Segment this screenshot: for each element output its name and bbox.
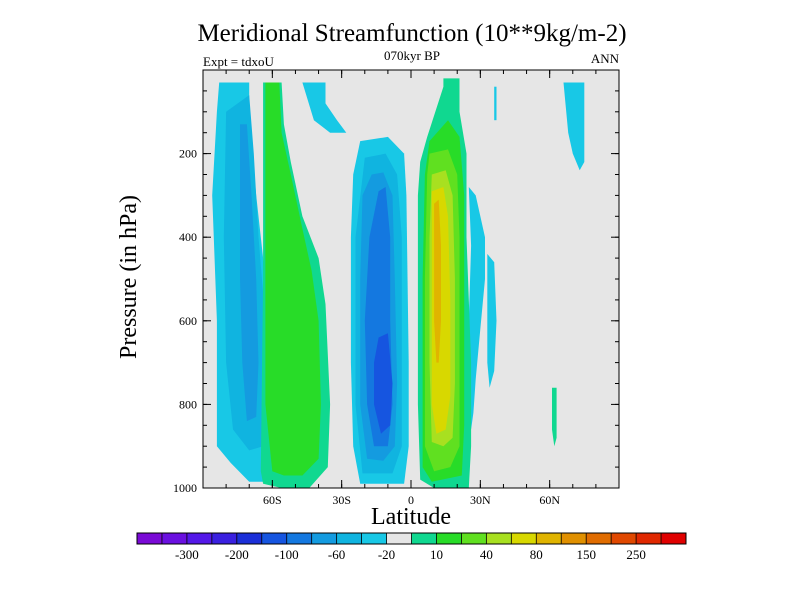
colorbar-label: 40: [480, 547, 493, 562]
colorbar-swatch: [286, 533, 312, 544]
contour-region-8: [374, 333, 393, 434]
y-tick-label: 200: [179, 147, 197, 161]
colorbar-label: 250: [626, 547, 646, 562]
colorbar-swatch: [561, 533, 587, 544]
y-tick-label: 400: [179, 230, 197, 244]
colorbar-label: 80: [530, 547, 543, 562]
colorbar-swatch: [137, 533, 163, 544]
contour-region-15: [265, 82, 321, 476]
contour-region-11: [494, 86, 497, 121]
contour-region-12: [563, 82, 585, 171]
colorbar: -300 -200 -100 -60 -20 10 40 80 150 250: [136, 532, 687, 562]
colorbar-label: -200: [225, 547, 249, 562]
colorbar-swatch: [486, 533, 512, 544]
x-axis-label: Latitude: [371, 504, 451, 530]
colorbar-swatch: [436, 533, 462, 544]
x-tick-label: 30N: [470, 493, 491, 507]
colorbar-label: 10: [430, 547, 443, 562]
colorbar-swatch: [611, 533, 637, 544]
contour-region-13: [552, 387, 557, 447]
experiment-note: Expt = tdxoU: [203, 54, 274, 69]
colorbar-swatch: [361, 533, 387, 544]
colorbar-swatch: [586, 533, 612, 544]
colorbar-swatch: [411, 533, 437, 544]
x-tick-label: 60N: [539, 493, 560, 507]
colorbar-label: -60: [328, 547, 345, 562]
colorbar-swatch: [186, 533, 213, 544]
x-tick-label: 60S: [263, 493, 282, 507]
colorbar-swatch: [636, 533, 662, 544]
x-tick-label: 30S: [332, 493, 351, 507]
colorbar-label: 150: [576, 547, 596, 562]
colorbar-swatch: [386, 533, 412, 544]
chart-subtitle: 070kyr BP: [384, 48, 440, 63]
colorbar-swatch: [536, 533, 562, 544]
chart-title: Meridional Streamfunction (10**9kg/m-2): [197, 20, 626, 47]
y-axis-label: Pressure (in hPa): [116, 195, 142, 359]
colorbar-swatch: [461, 533, 487, 544]
season-note: ANN: [591, 51, 620, 66]
colorbar-swatch: [311, 533, 337, 544]
colorbar-swatch: [161, 533, 188, 544]
y-tick-label: 1000: [173, 481, 197, 495]
contour-region-2: [240, 124, 259, 422]
contour-region-9: [468, 187, 485, 430]
contour-region-10: [487, 253, 497, 388]
colorbar-swatch: [236, 533, 263, 544]
colorbar-swatch: [336, 533, 362, 544]
colorbar-swatch: [661, 533, 687, 544]
colorbar-swatch: [261, 533, 288, 544]
y-tick-label: 800: [179, 397, 197, 411]
contour-regions: [212, 78, 585, 489]
colorbar-frame: [136, 532, 687, 545]
colorbar-label: -300: [175, 547, 199, 562]
colorbar-swatch: [511, 533, 537, 544]
colorbar-label: -100: [275, 547, 299, 562]
colorbar-swatch: [211, 533, 238, 544]
contour-region-21: [434, 199, 441, 363]
colorbar-label: -20: [378, 547, 395, 562]
x-tick-label: 0: [408, 493, 414, 507]
y-tick-label: 600: [179, 314, 197, 328]
axis-ticks: 60S 30S 0 30N 60N 200 400 600 800 1000: [173, 70, 619, 507]
contour-region-3: [302, 82, 347, 133]
